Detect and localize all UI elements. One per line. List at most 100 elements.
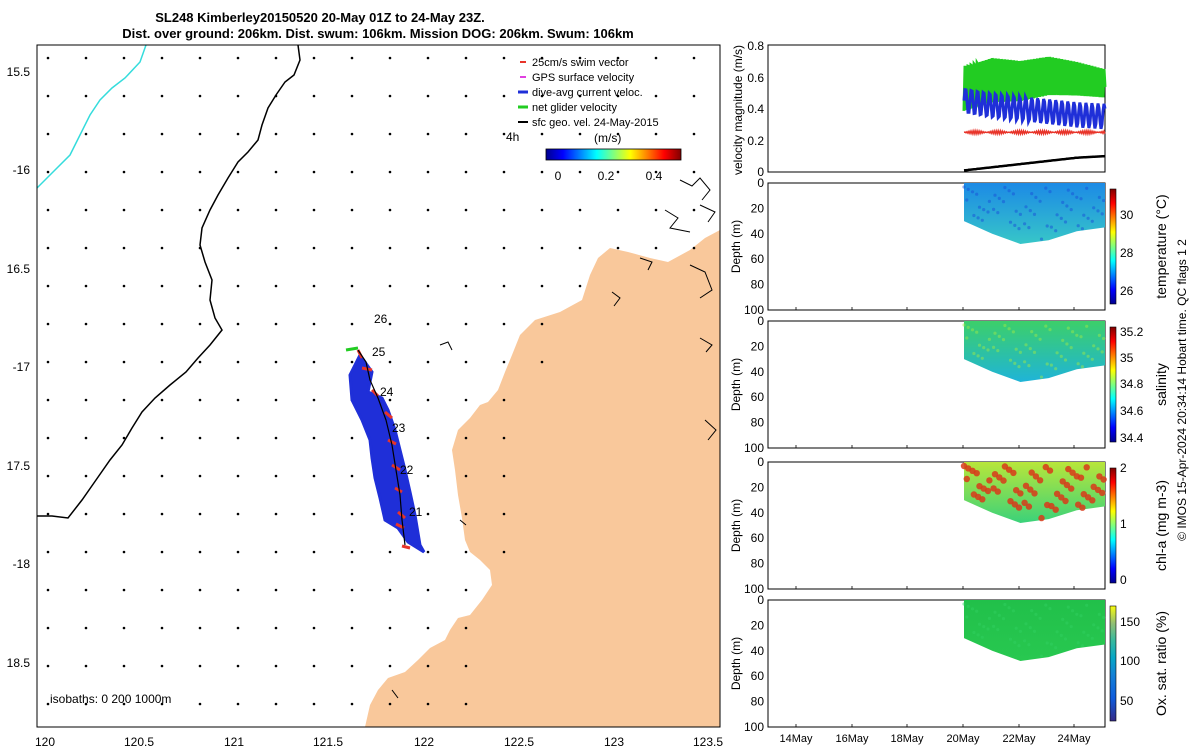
sfc-vector (198, 56, 202, 60)
oxsat-depth-label: Depth (m) (729, 637, 743, 690)
chla-depth-tick-100: 100 (744, 582, 764, 596)
sfc-vector (350, 208, 354, 212)
chla-sample-dot (1068, 485, 1075, 492)
chla-colorbar-label: chl-a (mg m-3) (1153, 480, 1169, 571)
salinity-sample-dot (1071, 330, 1075, 334)
oxsat-sample-dot (1085, 603, 1089, 607)
oxsat-sample-dot (976, 633, 980, 637)
chla-depth-tick-40: 40 (751, 506, 765, 520)
lat-tick-18: -18 (13, 557, 31, 571)
oxsat-sample-dot (1044, 603, 1048, 607)
sfc-vector (236, 94, 240, 98)
sfc-vector (578, 170, 582, 174)
temperature-sample-dot (1079, 197, 1083, 201)
sfc-vector (388, 360, 392, 364)
temperature-sample-dot (976, 216, 980, 220)
sfc-vector (654, 132, 658, 136)
salinity-sample-dot (1017, 365, 1021, 369)
sfc-vector (388, 626, 392, 630)
sfc-vector (274, 588, 278, 592)
sfc-vector (236, 664, 240, 668)
sfc-vector (274, 94, 278, 98)
salinity-sample-dot (1076, 362, 1080, 366)
oxsat-sample-dot (1014, 626, 1018, 630)
oxsat-sample-dot (1082, 630, 1086, 634)
salinity-sample-dot (965, 336, 969, 340)
sfc-vector (198, 664, 202, 668)
sfc-vector (84, 398, 88, 402)
temperature-sample-dot (1085, 186, 1089, 190)
sfc-vector (312, 626, 316, 630)
chla-sample-dot (986, 477, 993, 484)
temperature-depth-tick-0: 0 (757, 176, 764, 190)
chla-ctick-0: 0 (1120, 573, 1127, 587)
sfc-vector (46, 170, 50, 174)
sfc-vector (540, 94, 544, 98)
legend-dive: dive-avg current veloc. (532, 87, 643, 99)
temperature-sample-dot (1014, 209, 1018, 213)
sfc-vector (274, 664, 278, 668)
temperature-sample-dot (1008, 220, 1013, 224)
isobath-1000m (37, 45, 301, 519)
chla-sample-dot (1046, 467, 1054, 474)
chla-sample-dot (1032, 473, 1040, 480)
chla-depth-tick-20: 20 (751, 480, 765, 494)
colorbar-unit: (m/s) (594, 131, 621, 145)
chla-sample-dot (1022, 482, 1030, 489)
sfc-vector (236, 208, 240, 212)
sfc-vector (274, 132, 278, 136)
temperature-sample-dot (1071, 192, 1075, 196)
sfc-vector (236, 284, 240, 288)
salinity-sample-dot (1096, 347, 1100, 351)
oxsat-panel: 0 20 40 60 80 100 Depth (m) 50 100 150 Ox. sat. ra… (729, 593, 1169, 734)
oxsat-sample-dot (1090, 636, 1094, 640)
temperature-sample-dot (970, 190, 975, 194)
salinity-sample-dot (1018, 350, 1023, 354)
sfc-vector (198, 398, 202, 402)
temperature-sample-dot (1092, 206, 1096, 210)
chla-sample-dot (1089, 497, 1096, 504)
sfc-vector (426, 132, 430, 136)
salinity-depth-tick-80: 80 (751, 416, 765, 430)
temperature-sample-dot (1069, 208, 1073, 212)
temperature-depth-tick-60: 60 (751, 252, 765, 266)
chla-sample-dot (994, 488, 1001, 495)
lat-tick-15.5: 15.5 (7, 65, 31, 79)
salinity-colorbar (1109, 326, 1117, 443)
day-label-22: 22 (400, 463, 414, 477)
sfc-vector (350, 626, 354, 630)
oxsat-sample-dot (1030, 609, 1034, 613)
sfc-vector (198, 94, 202, 98)
sfc-vector (122, 436, 126, 440)
temperature-sample-dot (1023, 222, 1027, 226)
sfc-vector (464, 94, 468, 98)
temperature-sample-dot (980, 218, 984, 222)
sfc-vector (692, 208, 696, 212)
temperature-colorbar-label: temperature (°C) (1153, 194, 1169, 298)
sfc-vector (122, 474, 126, 478)
series-25cm-s-swim-vector (963, 128, 1106, 137)
oxsat-sample-dot (1024, 622, 1028, 626)
oxsat-sample-dot (1018, 629, 1023, 634)
temperature-ctick-26: 26 (1120, 284, 1134, 298)
temperature-sample-dot (1039, 237, 1044, 241)
sfc-vector (312, 474, 316, 478)
sfc-vector (236, 322, 240, 326)
sfc-vector (502, 474, 506, 478)
sfc-vector (274, 512, 278, 516)
oxsat-sample-dot (1008, 637, 1013, 641)
series-dive-avg-current-veloc- (962, 87, 1107, 130)
chla-sample-dot (1042, 463, 1050, 471)
sfc-vector (426, 588, 430, 592)
sfc-vector (502, 436, 506, 440)
chla-sample-dot (1027, 486, 1034, 493)
oxsat-sample-dot (996, 628, 1000, 632)
temperature-depth-label: Depth (m) (729, 220, 743, 273)
sfc-vector (464, 322, 468, 326)
sfc-vector (312, 284, 316, 288)
sfc-vector (84, 322, 88, 326)
sfc-vector (388, 322, 392, 326)
sfc-vector (236, 360, 240, 364)
sfc-vector (540, 360, 544, 364)
title-line-1: SL248 Kimberley20150520 20-May 01Z to 24… (155, 10, 485, 25)
